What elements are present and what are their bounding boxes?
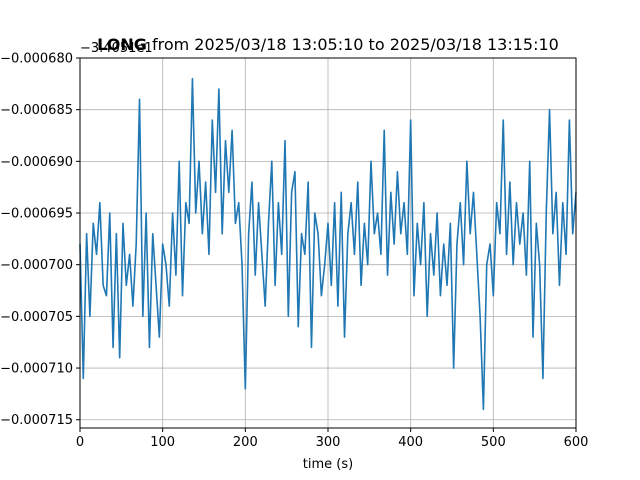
plot-area: [79, 77, 577, 411]
chart-title-rest: from 2025/03/18 13:05:10 to 2025/03/18 1…: [147, 35, 559, 54]
y-tick-label: −0.000695: [0, 207, 73, 222]
y-tick-label: −0.000690: [0, 155, 73, 170]
y-tick-label: −0.000715: [0, 413, 73, 428]
axis-ticks: 0 100 200 300 400 500 600 −0.000680 −0.000685 −0.…: [0, 52, 588, 451]
y-tick-label: −0.000700: [0, 258, 73, 273]
x-tick-label: 200: [233, 435, 258, 450]
chart-title-bold: LONG: [97, 35, 147, 54]
series-line: [79, 77, 577, 411]
y-tick-label: −0.000680: [0, 52, 73, 67]
x-tick-label: 0: [76, 435, 84, 450]
x-tick-label: 600: [564, 435, 589, 450]
chart-title: LONG from 2025/03/18 13:05:10 to 2025/03…: [97, 35, 559, 54]
y-offset-text: −3.4051e1: [80, 41, 153, 56]
x-tick-label: 100: [150, 435, 175, 450]
y-tick-label: −0.000685: [0, 103, 73, 118]
x-tick-label: 500: [481, 435, 506, 450]
x-tick-label: 400: [398, 435, 423, 450]
y-tick-label: −0.000705: [0, 310, 73, 325]
y-tick-label: −0.000710: [0, 362, 73, 377]
axes-frame: [79, 57, 577, 429]
x-tick-label: 300: [316, 435, 341, 450]
x-axis-label: time (s): [303, 457, 353, 472]
